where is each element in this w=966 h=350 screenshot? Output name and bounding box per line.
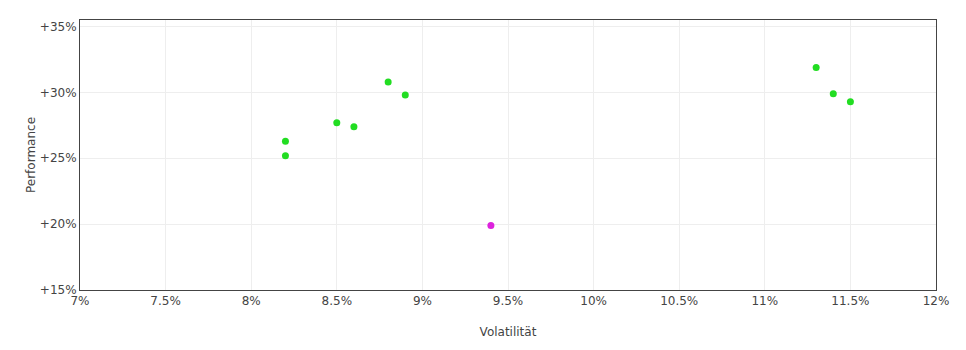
- svg-text:+25%: +25%: [40, 151, 77, 165]
- svg-text:+15%: +15%: [40, 283, 77, 297]
- svg-text:Volatilität: Volatilität: [480, 325, 537, 339]
- svg-text:12%: 12%: [923, 294, 950, 308]
- svg-text:+20%: +20%: [40, 217, 77, 231]
- svg-text:8%: 8%: [242, 294, 261, 308]
- svg-text:11.5%: 11.5%: [831, 294, 869, 308]
- svg-text:9.5%: 9.5%: [493, 294, 524, 308]
- svg-text:7%: 7%: [70, 294, 89, 308]
- svg-text:10%: 10%: [580, 294, 607, 308]
- svg-text:11%: 11%: [751, 294, 778, 308]
- svg-text:+30%: +30%: [40, 86, 77, 100]
- svg-text:7.5%: 7.5%: [150, 294, 181, 308]
- svg-text:10.5%: 10.5%: [660, 294, 698, 308]
- svg-text:9%: 9%: [413, 294, 432, 308]
- svg-text:Performance: Performance: [24, 117, 38, 193]
- svg-text:8.5%: 8.5%: [322, 294, 353, 308]
- svg-text:+35%: +35%: [40, 20, 77, 34]
